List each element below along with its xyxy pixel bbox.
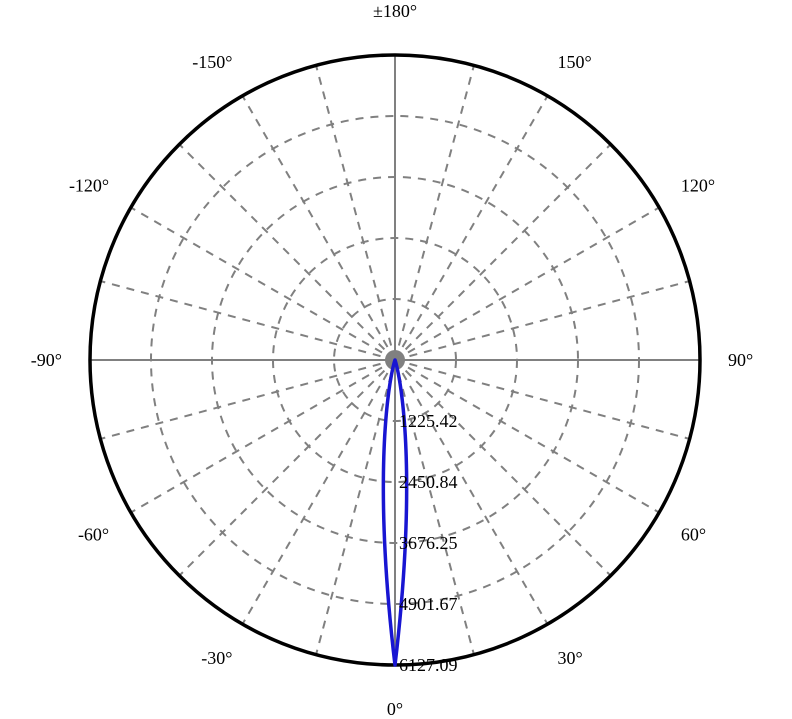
polar-chart: 1225.42 2450.84 3676.25 4901.67 6127.09 ±180°… — [0, 0, 792, 719]
angle-label: -150° — [192, 52, 232, 72]
radial-label: 4901.67 — [399, 594, 458, 614]
angle-label: 90° — [728, 350, 753, 370]
angle-label: -90° — [31, 350, 62, 370]
angle-label: 60° — [681, 525, 706, 545]
angle-label: ±180° — [373, 1, 417, 21]
angle-label: 30° — [558, 648, 583, 668]
angle-label: -30° — [201, 648, 232, 668]
radial-label: 2450.84 — [399, 472, 458, 492]
angle-label: -120° — [69, 176, 109, 196]
radial-label: 1225.42 — [399, 411, 458, 431]
angle-label: -60° — [78, 525, 109, 545]
angle-label: 120° — [681, 176, 715, 196]
angle-label: 150° — [558, 52, 592, 72]
radial-label: 3676.25 — [399, 533, 458, 553]
radial-label: 6127.09 — [399, 655, 458, 675]
angle-label: 0° — [387, 699, 403, 719]
